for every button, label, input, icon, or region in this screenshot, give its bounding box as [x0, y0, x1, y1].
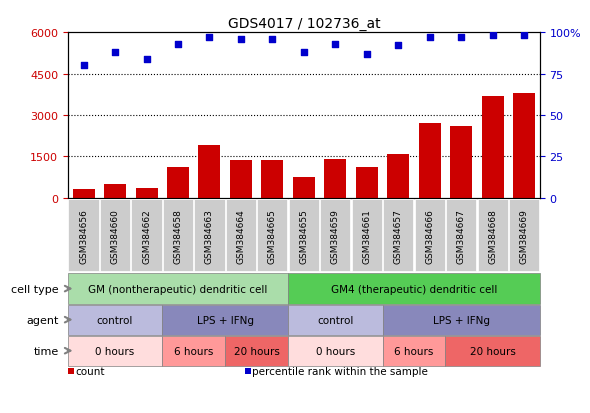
- Text: control: control: [317, 315, 353, 325]
- Text: GM (nontherapeutic) dendritic cell: GM (nontherapeutic) dendritic cell: [88, 284, 268, 294]
- Bar: [450, 127, 472, 198]
- Text: GSM384655: GSM384655: [299, 208, 309, 263]
- Text: 6 hours: 6 hours: [394, 346, 434, 356]
- Bar: [324, 160, 346, 198]
- Bar: [419, 124, 441, 198]
- Text: LPS + IFNg: LPS + IFNg: [432, 315, 490, 325]
- Text: GM4 (therapeutic) dendritic cell: GM4 (therapeutic) dendritic cell: [331, 284, 497, 294]
- Point: [457, 35, 466, 41]
- Bar: [261, 161, 283, 198]
- Point: [173, 41, 183, 48]
- Point: [330, 41, 340, 48]
- Text: percentile rank within the sample: percentile rank within the sample: [252, 366, 428, 376]
- Text: GSM384669: GSM384669: [520, 208, 529, 263]
- Title: GDS4017 / 102736_at: GDS4017 / 102736_at: [228, 17, 380, 31]
- Bar: [481, 96, 504, 198]
- Text: 20 hours: 20 hours: [234, 346, 280, 356]
- Bar: [230, 161, 252, 198]
- Text: GSM384660: GSM384660: [110, 208, 120, 263]
- Point: [236, 36, 245, 43]
- Text: GSM384656: GSM384656: [79, 208, 88, 263]
- Text: LPS + IFNg: LPS + IFNg: [196, 315, 254, 325]
- Bar: [198, 146, 221, 198]
- Bar: [104, 185, 126, 198]
- Text: GSM384663: GSM384663: [205, 208, 214, 263]
- Text: 20 hours: 20 hours: [470, 346, 516, 356]
- Text: GSM384667: GSM384667: [457, 208, 466, 263]
- Text: GSM384668: GSM384668: [488, 208, 497, 263]
- Text: GSM384664: GSM384664: [237, 208, 245, 263]
- Point: [362, 51, 372, 58]
- Text: count: count: [75, 366, 104, 376]
- Point: [79, 63, 88, 69]
- Bar: [513, 94, 535, 198]
- Point: [425, 35, 434, 41]
- Point: [268, 36, 277, 43]
- Point: [142, 56, 151, 63]
- Text: GSM384657: GSM384657: [394, 208, 403, 263]
- Text: 6 hours: 6 hours: [174, 346, 214, 356]
- Text: GSM384659: GSM384659: [331, 208, 340, 263]
- Text: GSM384666: GSM384666: [425, 208, 434, 263]
- Text: GSM384661: GSM384661: [362, 208, 371, 263]
- Bar: [293, 178, 315, 198]
- Text: GSM384658: GSM384658: [173, 208, 182, 263]
- Text: agent: agent: [27, 315, 59, 325]
- Bar: [136, 189, 158, 198]
- Text: 0 hours: 0 hours: [316, 346, 355, 356]
- Point: [488, 33, 497, 40]
- Point: [519, 33, 529, 40]
- Point: [394, 43, 403, 50]
- Bar: [167, 168, 189, 198]
- Point: [299, 50, 309, 56]
- Bar: [356, 168, 378, 198]
- Text: GSM384665: GSM384665: [268, 208, 277, 263]
- Text: 0 hours: 0 hours: [96, 346, 135, 356]
- Point: [205, 35, 214, 41]
- Point: [110, 50, 120, 56]
- Bar: [387, 154, 409, 198]
- Text: time: time: [34, 346, 59, 356]
- Text: GSM384662: GSM384662: [142, 208, 151, 263]
- Text: cell type: cell type: [11, 284, 59, 294]
- Bar: [73, 190, 94, 198]
- Text: control: control: [97, 315, 133, 325]
